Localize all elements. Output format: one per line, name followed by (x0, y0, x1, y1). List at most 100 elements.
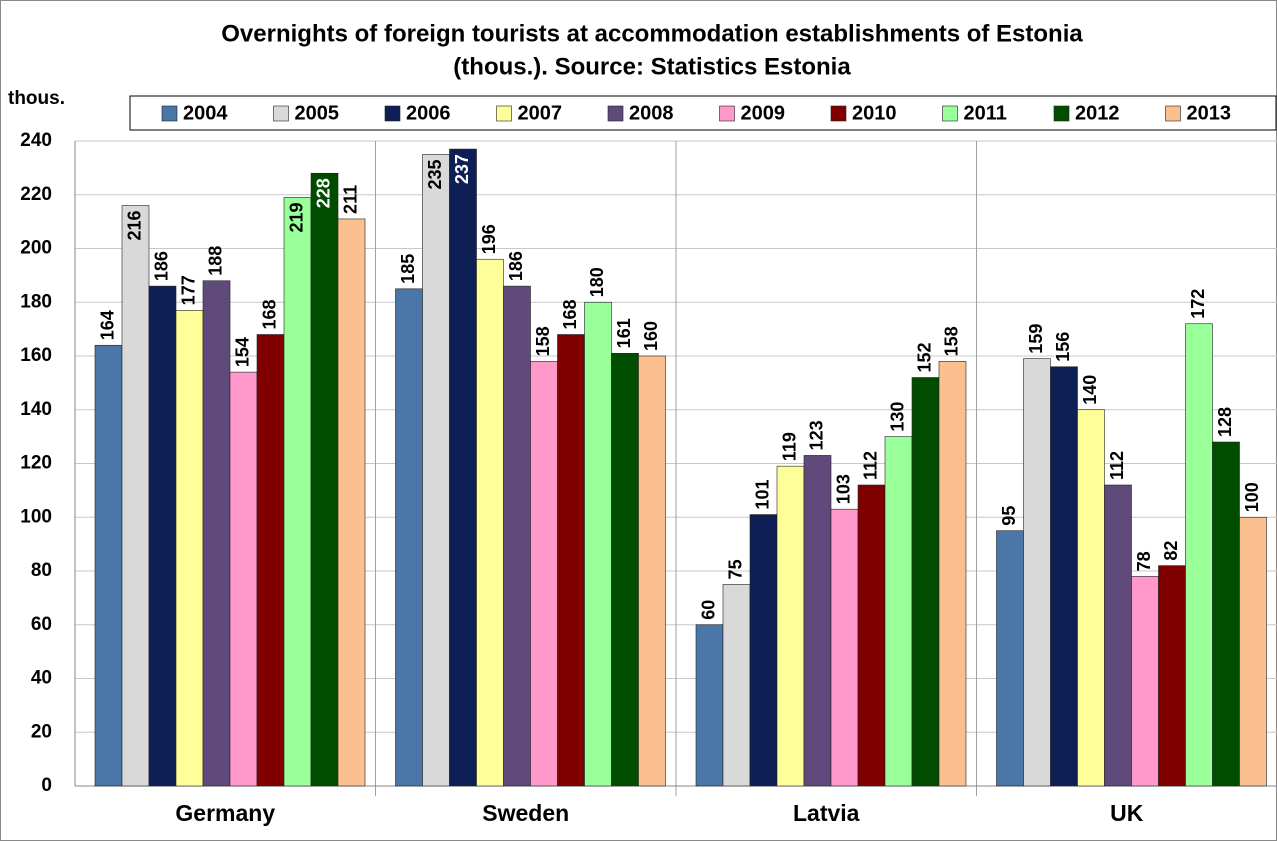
data-label: 112 (860, 451, 880, 480)
data-label: 196 (479, 224, 499, 254)
data-label: 112 (1107, 451, 1127, 480)
bar (337, 218, 366, 787)
legend-swatch (384, 105, 401, 122)
y-tick-label: 180 (20, 291, 52, 312)
bar (94, 344, 123, 787)
data-label: 160 (641, 321, 661, 351)
bar (1023, 358, 1051, 787)
data-label: 152 (914, 342, 934, 372)
data-label: 123 (806, 420, 826, 450)
bar (1158, 565, 1186, 787)
data-label: 154 (232, 337, 252, 367)
bar (148, 285, 177, 787)
data-label: 130 (887, 402, 907, 432)
data-label: 156 (1053, 332, 1073, 362)
data-label: 164 (97, 310, 117, 340)
data-label: 82 (1161, 541, 1181, 561)
data-label: 188 (205, 246, 225, 276)
bar (857, 484, 886, 787)
bar (503, 285, 531, 787)
data-label: 140 (1080, 375, 1100, 405)
y-tick-label: 60 (31, 614, 52, 635)
legend-label: 2010 (852, 102, 897, 124)
bar (476, 258, 504, 787)
bar (202, 280, 231, 787)
bar (830, 508, 859, 787)
bar (584, 301, 612, 787)
legend-label: 2009 (741, 102, 786, 124)
x-tick-label: Latvia (793, 800, 860, 826)
y-tick-label: 160 (20, 345, 52, 366)
bar (695, 624, 724, 787)
data-label: 95 (999, 506, 1019, 526)
data-label: 100 (1242, 482, 1262, 512)
bar (722, 584, 751, 787)
data-label: 168 (560, 299, 580, 329)
data-label: 161 (614, 318, 634, 348)
legend-swatch (161, 105, 178, 122)
y-tick-label: 120 (20, 453, 52, 474)
bar (884, 436, 913, 787)
data-label: 75 (725, 559, 745, 579)
bar (1077, 409, 1105, 787)
x-tick-label: Sweden (482, 800, 569, 826)
data-label: 219 (286, 202, 306, 232)
y-tick-label: 80 (31, 560, 52, 581)
legend-label: 2011 (964, 102, 1007, 124)
bar (749, 514, 778, 787)
y-tick-label: 200 (20, 238, 52, 259)
bar (449, 148, 477, 787)
data-label: 168 (259, 299, 279, 329)
data-label: 128 (1215, 407, 1235, 437)
legend-label: 2012 (1075, 102, 1120, 124)
bar (557, 334, 585, 787)
bar (310, 172, 339, 787)
bar (121, 205, 150, 787)
x-tick-label: Germany (175, 800, 275, 826)
data-label: 159 (1026, 324, 1046, 354)
data-label: 177 (178, 275, 198, 305)
bar (938, 361, 967, 787)
data-label: 172 (1188, 289, 1208, 319)
bar (1131, 576, 1159, 787)
bar (638, 355, 666, 787)
y-tick-label: 0 (41, 775, 52, 796)
data-label: 180 (587, 267, 607, 297)
bar (175, 310, 204, 787)
bar (283, 197, 312, 787)
data-label: 235 (425, 159, 445, 189)
bar (1185, 323, 1213, 787)
x-tick-label: UK (1110, 800, 1144, 826)
legend-swatch (273, 105, 289, 122)
legend-swatch (942, 105, 958, 122)
data-label: 60 (698, 600, 718, 620)
bar (422, 154, 450, 787)
bar (229, 371, 258, 787)
bar (776, 465, 805, 787)
legend-label: 2007 (518, 102, 563, 124)
legend-label: 2008 (629, 102, 674, 124)
legend-label: 2005 (295, 102, 340, 124)
data-label: 119 (779, 432, 799, 461)
data-label: 186 (506, 251, 526, 281)
y-axis-label: thous. (8, 88, 65, 109)
bar (1239, 516, 1267, 787)
data-label: 216 (124, 211, 144, 241)
bar (611, 353, 639, 787)
legend-label: 2013 (1187, 102, 1232, 124)
data-label: 228 (313, 178, 333, 208)
data-label: 211 (340, 185, 360, 214)
data-label: 186 (151, 251, 171, 281)
data-label: 158 (941, 326, 961, 356)
legend-swatch (719, 105, 735, 122)
bar (1104, 484, 1132, 787)
legend-swatch (1053, 105, 1070, 122)
legend-box (129, 95, 1277, 131)
legend-swatch (1165, 105, 1181, 122)
y-tick-label: 40 (31, 668, 52, 689)
data-label: 101 (752, 480, 772, 510)
legend-swatch (607, 105, 624, 122)
bar (911, 377, 940, 787)
y-tick-label: 240 (20, 130, 52, 151)
